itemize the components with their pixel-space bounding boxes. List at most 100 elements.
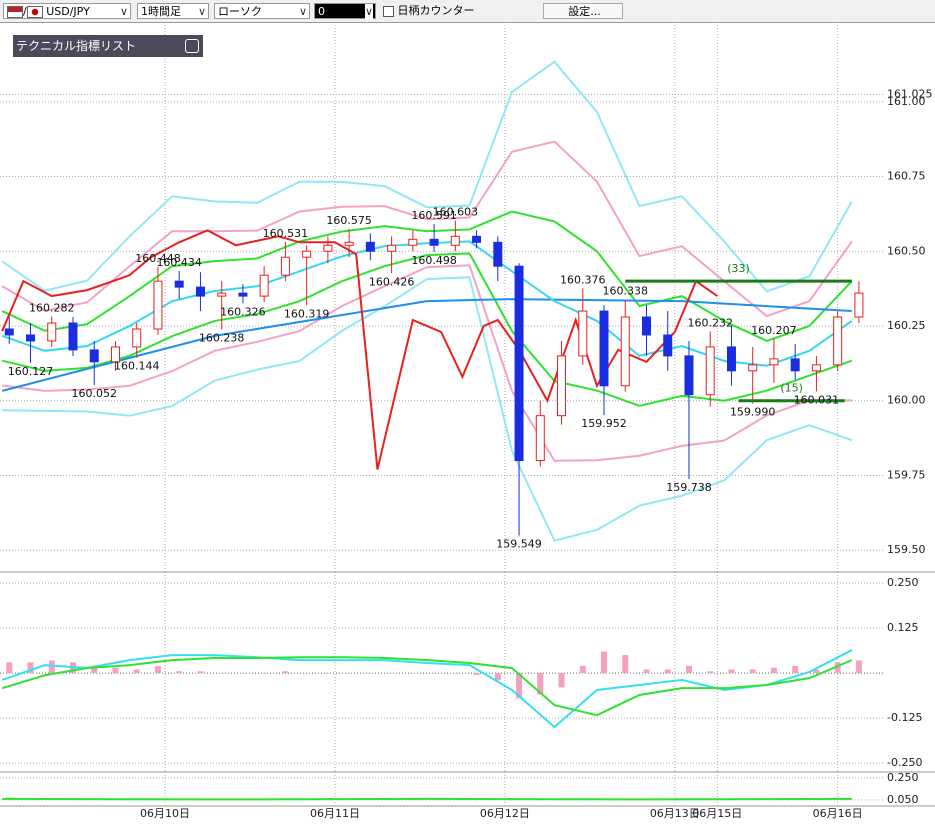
- candle-body: [641, 316, 651, 336]
- y-tick-label: 0.125: [887, 621, 919, 634]
- y-tick-label: 0.050: [887, 793, 919, 806]
- level-label: (15): [780, 382, 803, 395]
- candle-body: [365, 241, 375, 252]
- y-tick-label: 0.250: [887, 771, 919, 784]
- candle-body: [408, 238, 418, 246]
- price-label: 160.603: [433, 205, 479, 218]
- histogram-bar: [112, 667, 119, 674]
- technical-list-label: テクニカル指標リスト: [16, 39, 137, 53]
- candle-body: [195, 286, 205, 297]
- indicator-line: [2, 276, 853, 542]
- histogram-bar: [494, 673, 501, 681]
- histogram-bar: [622, 655, 629, 674]
- x-tick-label: 06月11日: [310, 807, 360, 820]
- price-label: 160.575: [326, 214, 372, 227]
- candle-body: [238, 292, 248, 297]
- indicator-line: [2, 264, 852, 462]
- candle-body: [557, 355, 567, 417]
- price-label: 160.031: [794, 393, 840, 406]
- price-label: 159.549: [496, 538, 542, 551]
- indicator-line: [2, 797, 852, 801]
- histogram-bar: [537, 673, 544, 695]
- histogram-bar: [579, 665, 586, 674]
- candle-body: [535, 415, 545, 462]
- price-label: 160.127: [8, 365, 54, 378]
- candle-body: [259, 274, 269, 297]
- price-label: 160.338: [603, 285, 649, 298]
- histogram-bar: [558, 673, 565, 688]
- settings-button[interactable]: 設定...: [543, 3, 623, 19]
- y-tick-label: 160.50: [887, 244, 926, 257]
- price-label: 160.232: [687, 316, 733, 329]
- histogram-bar: [473, 673, 480, 675]
- histogram-bar: [431, 673, 438, 674]
- y-tick-label: 0.250: [887, 576, 919, 589]
- y-tick-label: 159.50: [887, 543, 926, 556]
- histogram-bar: [728, 669, 735, 674]
- candle-body: [4, 328, 14, 336]
- y-tick-label: 160.00: [887, 394, 926, 407]
- x-tick-label: 06月12日: [480, 807, 530, 820]
- symbol: USD/JPY: [46, 5, 90, 18]
- counter-label: 日柄カウンター: [397, 4, 475, 17]
- y-tick-label: 160.25: [887, 319, 926, 332]
- candle-body: [472, 235, 482, 243]
- candle-body: [493, 241, 503, 267]
- price-label: 159.952: [581, 417, 627, 430]
- price-label: 160.498: [411, 254, 457, 267]
- candle-body: [514, 265, 524, 462]
- flag-jp: [26, 6, 43, 18]
- candle-body: [790, 358, 800, 372]
- histogram-bar: [707, 671, 714, 674]
- candle-body: [833, 316, 843, 366]
- y-tick-label: -0.125: [887, 711, 922, 724]
- candle-body: [450, 235, 460, 246]
- timeframe-select[interactable]: 1時間足 ∨: [137, 3, 209, 19]
- candle-body: [684, 355, 694, 396]
- settings: 設定...: [568, 5, 601, 18]
- style-select[interactable]: ローソク ∨: [214, 3, 310, 19]
- histogram-bar: [91, 665, 98, 674]
- flag-us: [7, 6, 23, 18]
- checkbox[interactable]: [383, 5, 394, 17]
- price-label: 160.144: [114, 360, 160, 373]
- technical-list[interactable]: テクニカル指標リスト: [13, 35, 203, 57]
- histogram-bar: [176, 671, 183, 674]
- level-label: (33): [727, 262, 750, 275]
- histogram-bar: [749, 669, 756, 674]
- candle-body: [302, 250, 312, 258]
- histogram-bar: [834, 662, 841, 674]
- y-tick-label: 160.75: [887, 170, 926, 183]
- histogram-bar: [27, 662, 34, 674]
- price-label: 159.990: [730, 406, 776, 419]
- y-tick-label: 161.025: [887, 87, 933, 100]
- indicator-line: [1, 140, 853, 318]
- candle-body: [620, 316, 630, 387]
- list-toggle[interactable]: [185, 39, 199, 53]
- candle-body: [153, 280, 163, 330]
- histogram-bar: [324, 673, 331, 674]
- histogram-bar: [685, 665, 692, 674]
- candle-body: [280, 256, 290, 276]
- counter-toggle[interactable]: 日柄カウンター: [380, 3, 540, 19]
- timeframe: 1時間足: [141, 5, 181, 18]
- histogram-bar: [601, 651, 608, 674]
- histogram-bar: [197, 671, 204, 674]
- histogram-bar: [388, 673, 395, 674]
- histogram-bar: [48, 660, 55, 674]
- count-select[interactable]: 0 ∨: [314, 3, 376, 20]
- candle-body: [26, 334, 36, 342]
- histogram-bar: [282, 671, 289, 674]
- candle-body: [748, 364, 758, 372]
- symbol-select[interactable]: / USD/JPY ∨: [3, 3, 131, 19]
- price-label: 160.282: [29, 301, 75, 314]
- indicator-line: [1, 229, 718, 470]
- x-tick-label: 06月10日: [140, 807, 190, 820]
- indicator-line: [1, 656, 853, 717]
- price-label: 160.207: [751, 324, 797, 337]
- candle-body: [47, 322, 57, 342]
- histogram-bar: [643, 669, 650, 674]
- histogram-bar: [664, 669, 671, 674]
- candle-body: [811, 364, 821, 372]
